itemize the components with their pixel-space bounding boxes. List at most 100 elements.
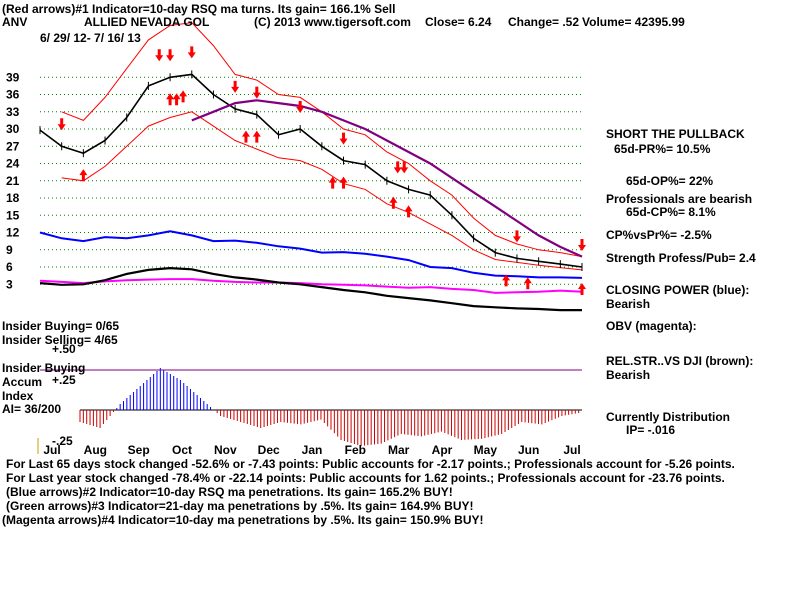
series-upper-band	[61, 22, 583, 258]
strength-ratio: Strength Profess/Pub= 2.4	[606, 251, 756, 265]
buy-arrow	[389, 196, 398, 209]
buy-arrow	[328, 176, 337, 189]
ip-value: IP= -.016	[626, 423, 675, 437]
relstr-title: REL.STR..VS DJI (brown):	[606, 354, 753, 368]
y-tick-24: 24	[6, 157, 20, 171]
footer-line2: For Last year stock changed -78.4% or -2…	[6, 471, 725, 485]
accum-label: Accum	[2, 375, 42, 389]
buy-arrow	[166, 93, 175, 106]
distribution-status: Currently Distribution	[606, 410, 730, 424]
series-lower-band	[61, 111, 583, 271]
series-obv	[39, 278, 583, 294]
sell-arrow	[393, 161, 402, 174]
series-rel-str-vs-dji	[39, 266, 582, 312]
sell-arrow	[57, 118, 66, 131]
date-range: 6/ 29/ 12- 7/ 16/ 13	[40, 31, 141, 45]
buy-arrow	[523, 277, 532, 290]
volume-value: Volume= 42395.99	[582, 15, 685, 29]
professionals-bearish: Professionals are bearish	[606, 192, 752, 206]
change-value: Change= .52	[508, 15, 579, 29]
buy-arrow	[241, 130, 250, 143]
y-tick-6: 6	[6, 260, 13, 274]
footer-line3: (Blue arrows)#2 Indicator=10-day RSQ ma …	[6, 485, 453, 499]
x-tick-feb-7: Feb	[345, 443, 366, 457]
x-tick-jun-11: Jun	[518, 443, 539, 457]
relstr-status: Bearish	[606, 368, 650, 382]
x-tick-mar-8: Mar	[388, 443, 410, 457]
y-tick-30: 30	[6, 122, 20, 136]
index-label: Index	[2, 389, 34, 403]
sell-arrow	[578, 239, 586, 251]
accum-index-histogram	[79, 368, 582, 446]
y-tick-18: 18	[6, 191, 20, 205]
sell-arrow	[339, 132, 348, 145]
signal-arrows	[57, 46, 586, 295]
insider-buying: Insider Buying= 0/65	[2, 319, 119, 333]
y-axis-labels: 39 36 33 30 27 24 21 18 15 12 9 6 3	[6, 70, 20, 291]
chart-series	[39, 22, 583, 312]
header-line1: (Red arrows)#1 Indicator=10-day RSQ ma t…	[2, 2, 395, 16]
plus50-label: +.50	[52, 342, 76, 356]
sell-arrow	[512, 230, 521, 243]
short-the-pullback: SHORT THE PULLBACK	[606, 127, 745, 141]
x-tick-sep-2: Sep	[128, 443, 150, 457]
y-tick-36: 36	[6, 88, 20, 102]
op-value: 65d-OP%= 22%	[626, 174, 713, 188]
x-tick-dec-5: Dec	[258, 443, 280, 457]
buy-arrow	[172, 93, 181, 106]
x-tick-jul-0: Jul	[43, 443, 60, 457]
closing-power-title: CLOSING POWER (blue):	[606, 283, 749, 297]
sell-arrow	[252, 86, 261, 99]
obv-title: OBV (magenta):	[606, 319, 697, 333]
insider-buying-label: Insider Buying	[2, 361, 85, 375]
y-tick-9: 9	[6, 243, 13, 257]
y-tick-12: 12	[6, 226, 20, 240]
copyright: (C) 2013 www.tigersoft.com	[254, 15, 411, 29]
sell-arrow	[231, 80, 240, 93]
x-tick-jul-12: Jul	[563, 443, 580, 457]
ticker: ANV	[2, 15, 27, 29]
x-tick-apr-9: Apr	[432, 443, 453, 457]
cp-value: 65d-CP%= 8.1%	[626, 205, 716, 219]
x-tick-oct-3: Oct	[172, 443, 192, 457]
insider-selling: Insider Selling= 4/65	[2, 333, 118, 347]
y-tick-33: 33	[6, 105, 20, 119]
cp-vs-pr: CP%vsPr%= -2.5%	[606, 228, 712, 242]
sell-arrow	[166, 49, 175, 62]
y-tick-15: 15	[6, 208, 20, 222]
buy-arrow	[252, 130, 261, 143]
closing-power-status: Bearish	[606, 297, 650, 311]
x-tick-nov-4: Nov	[214, 443, 237, 457]
close-value: Close= 6.24	[425, 15, 492, 29]
x-tick-may-10: May	[474, 443, 498, 457]
pr-value: 65d-PR%= 10.5%	[614, 142, 711, 156]
x-tick-jan-6: Jan	[302, 443, 323, 457]
x-tick-aug-1: Aug	[84, 443, 107, 457]
buy-arrow	[179, 90, 188, 103]
sell-arrow	[296, 101, 305, 113]
sell-arrow	[155, 49, 164, 62]
series-price	[39, 73, 583, 268]
footer-line1: For Last 65 days stock changed -52.6% or…	[6, 457, 735, 471]
sell-arrow	[400, 161, 409, 174]
plus25-label: +.25	[52, 373, 76, 387]
x-axis-labels: Jul Aug Sep Oct Nov Dec Jan Feb Mar Apr May Jun Jul	[43, 443, 580, 457]
series-200-day-ma	[191, 99, 583, 258]
buy-arrow	[79, 169, 88, 182]
sell-arrow	[187, 46, 196, 59]
series-closing-power	[39, 230, 583, 279]
buy-arrow	[502, 274, 511, 287]
company-name: ALLIED NEVADA GOL	[84, 15, 209, 29]
buy-arrow	[578, 283, 586, 295]
y-tick-27: 27	[6, 139, 20, 153]
footer-line5: (Magenta arrows)#4 Indicator=10-day ma p…	[2, 513, 484, 527]
minus25-label: -.25	[52, 434, 73, 448]
buy-arrow	[339, 176, 348, 189]
ai-label: AI= 36/200	[2, 402, 61, 416]
buy-arrow	[404, 205, 413, 218]
y-tick-3: 3	[6, 277, 13, 291]
footer-line4: (Green arrows)#3 Indicator=21-day ma pen…	[6, 499, 474, 513]
y-tick-39: 39	[6, 70, 20, 84]
y-tick-21: 21	[6, 174, 20, 188]
